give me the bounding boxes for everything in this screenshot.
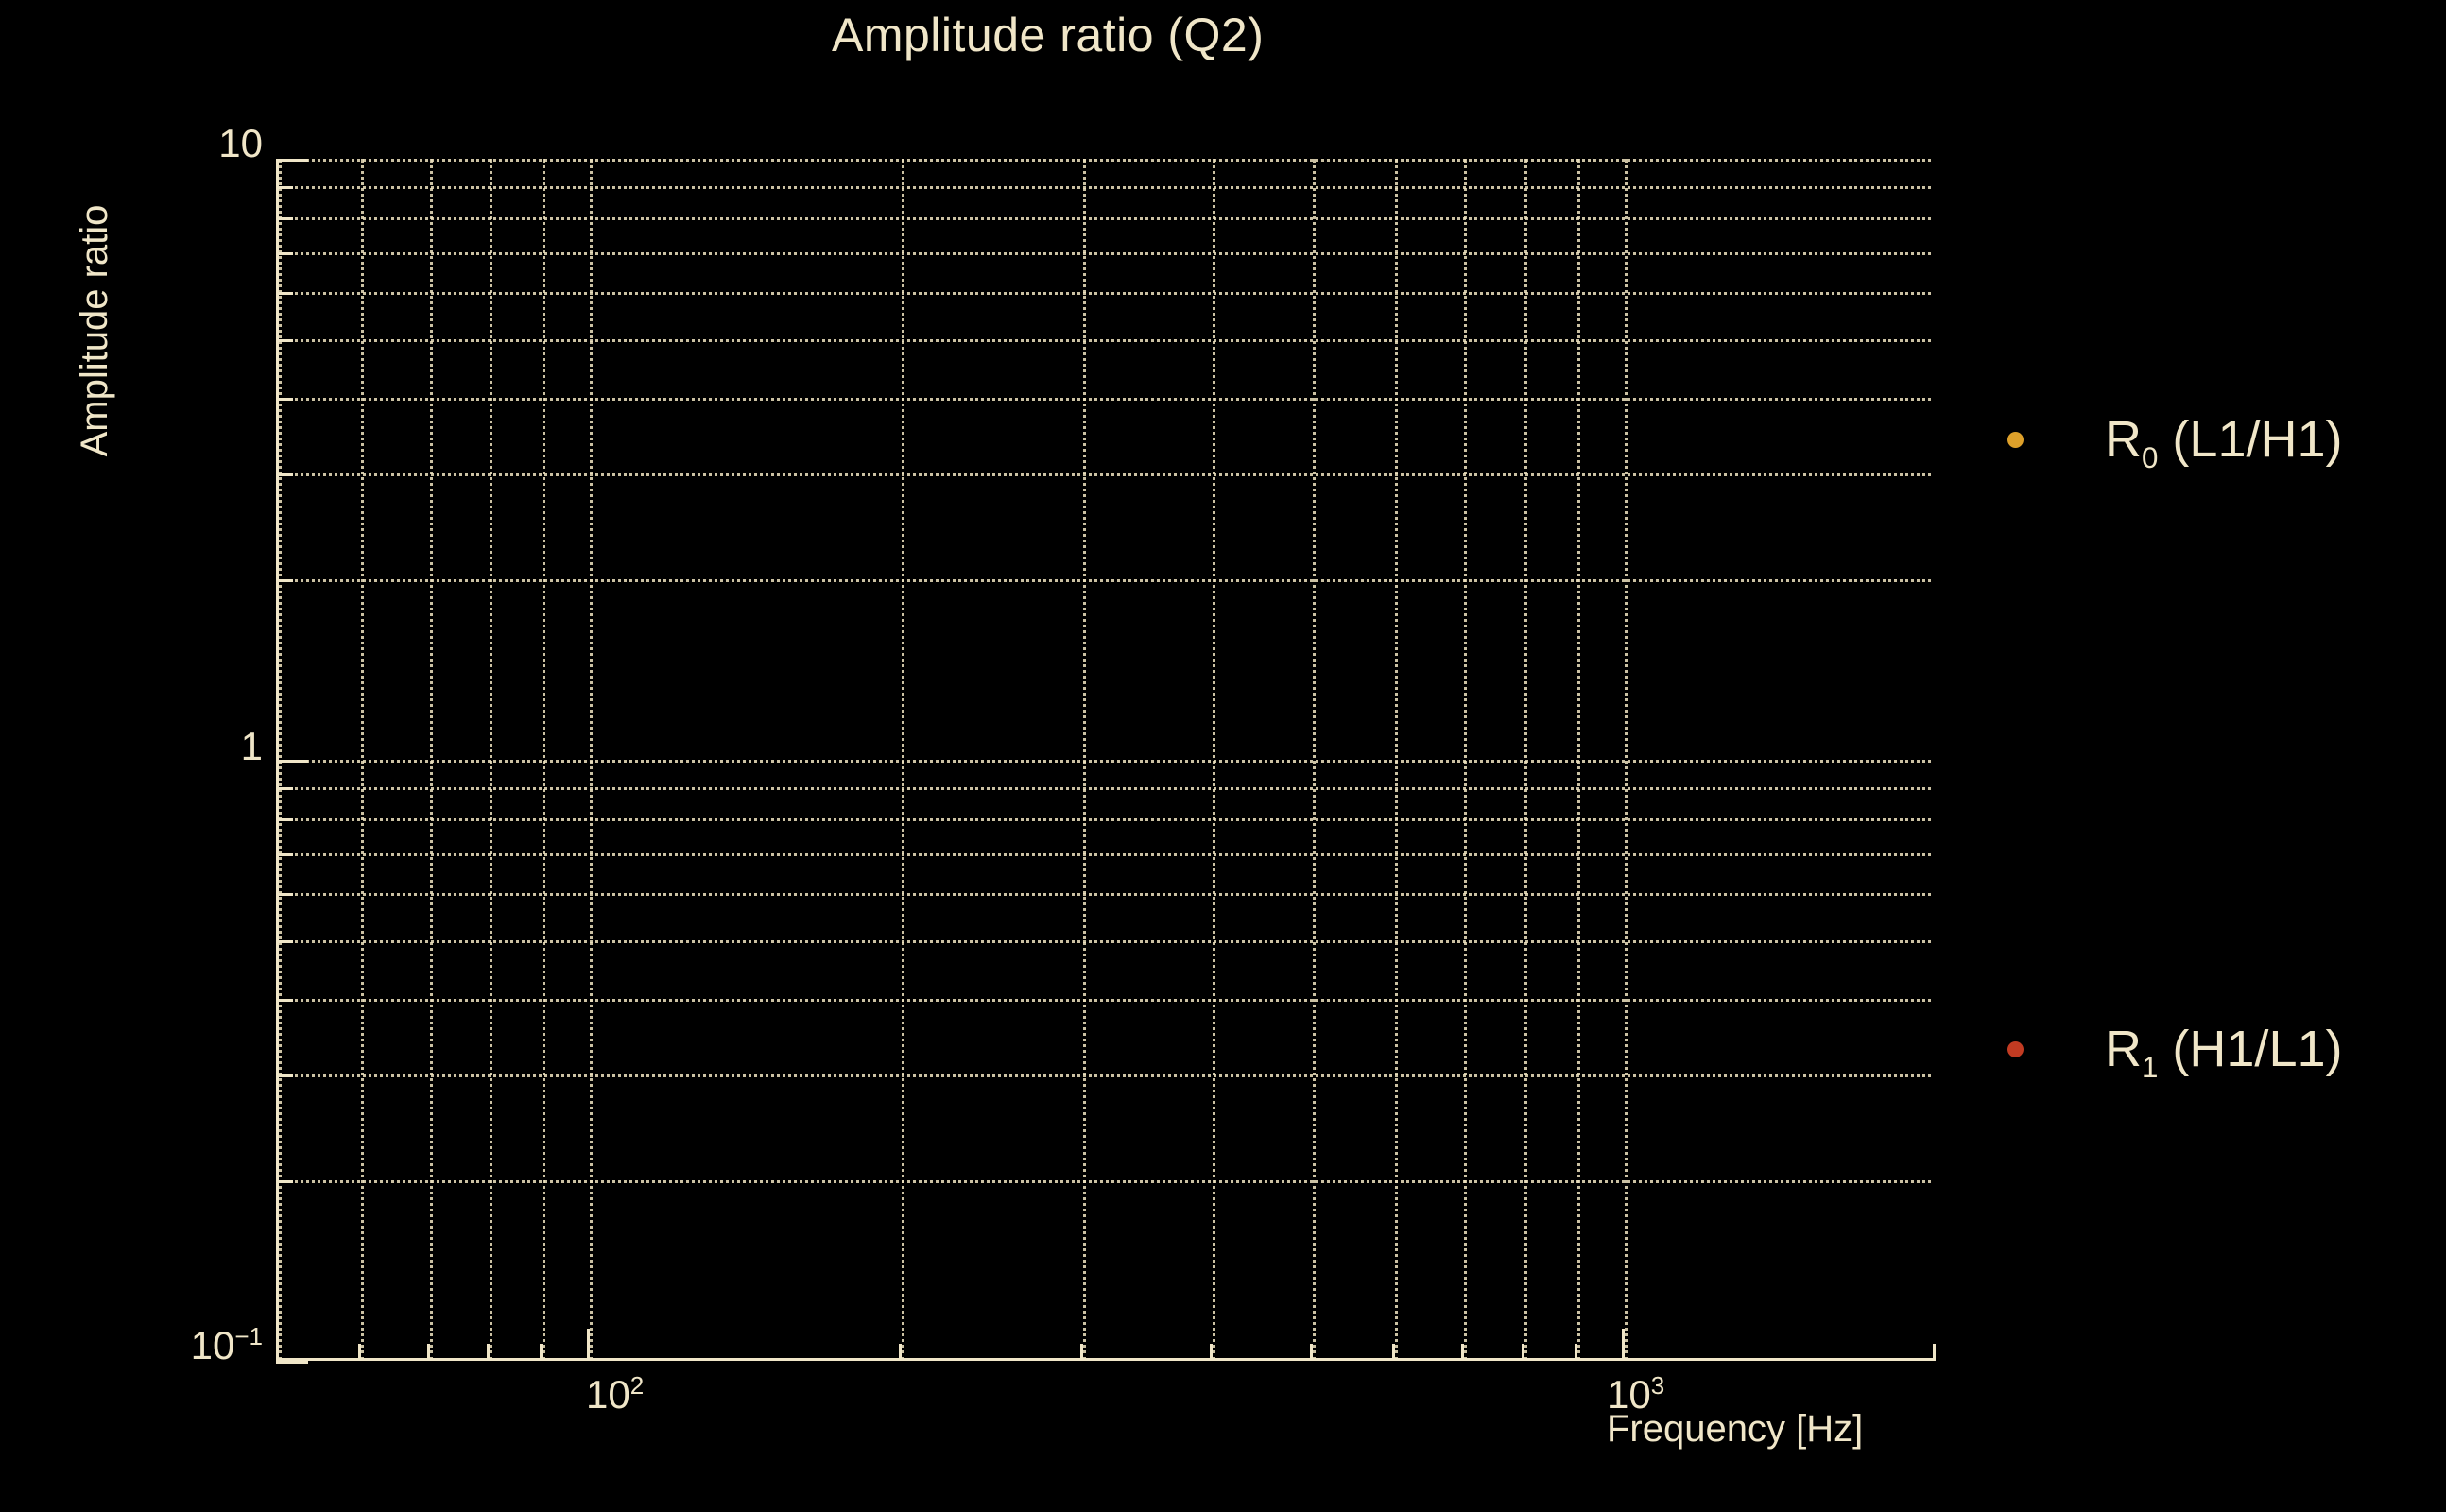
- gridline-horizontal: [279, 760, 1933, 763]
- gridline-vertical: [1576, 159, 1580, 1358]
- x-tick-label-1000: 103: [1607, 1371, 1665, 1417]
- gridline-vertical: [1624, 159, 1628, 1358]
- gridline-horizontal: [279, 159, 1933, 162]
- gridline-vertical: [1524, 159, 1527, 1358]
- y-tick-label-10: 10: [218, 121, 263, 165]
- gridline-horizontal: [279, 216, 1933, 220]
- legend-label-r0: R0 (L1/H1): [2105, 411, 2343, 474]
- gridline-horizontal: [279, 398, 1933, 402]
- x-axis-minor-tick: [1574, 1344, 1577, 1361]
- y-axis-minor-tick: [276, 999, 293, 1003]
- gridline-vertical: [490, 159, 493, 1358]
- gridline-horizontal: [279, 251, 1933, 255]
- gridline-vertical: [901, 159, 904, 1358]
- gridline-vertical: [360, 159, 364, 1358]
- plot-area: [276, 159, 1933, 1361]
- legend-marker-icon-r0: [2007, 431, 2024, 448]
- gridline-horizontal: [279, 339, 1933, 343]
- y-axis-minor-tick: [276, 472, 293, 476]
- gridline-horizontal: [279, 1074, 1933, 1077]
- gridline-vertical: [1394, 159, 1398, 1358]
- gridline-horizontal: [279, 472, 1933, 476]
- gridline-horizontal: [279, 893, 1933, 897]
- y-axis-minor-tick: [276, 1179, 293, 1183]
- gridline-vertical: [279, 159, 282, 1358]
- x-axis-minor-tick: [1521, 1344, 1524, 1361]
- y-axis-minor-tick: [276, 339, 293, 343]
- x-axis-minor-tick: [1310, 1344, 1314, 1361]
- chart-title: Amplitude ratio (Q2): [832, 9, 1265, 61]
- gridline-horizontal: [279, 940, 1933, 944]
- x-axis-minor-tick: [1210, 1344, 1214, 1361]
- legend-entry-r0[interactable]: R0 (L1/H1): [1985, 397, 2343, 482]
- x-axis-major-tick: [587, 1329, 591, 1361]
- y-axis-title: Amplitude ratio: [74, 204, 115, 457]
- y-axis-minor-tick: [276, 787, 293, 791]
- y-axis-minor-tick: [276, 940, 293, 944]
- gridline-vertical: [1213, 159, 1216, 1358]
- x-axis-minor-tick: [357, 1344, 361, 1361]
- y-axis-major-tick: [276, 1361, 308, 1364]
- x-axis-minor-tick: [1080, 1344, 1084, 1361]
- gridline-horizontal: [279, 817, 1933, 821]
- y-axis-minor-tick: [276, 1074, 293, 1077]
- gridline-horizontal: [279, 999, 1933, 1003]
- gridline-vertical: [1464, 159, 1468, 1358]
- legend-label-r1: R1 (H1/L1): [2105, 1021, 2343, 1084]
- gridline-vertical: [1313, 159, 1317, 1358]
- gridline-horizontal: [279, 1179, 1933, 1183]
- y-tick-label-0.1: 10−1: [190, 1322, 263, 1367]
- x-axis-major-tick: [1621, 1329, 1625, 1361]
- gridline-vertical: [429, 159, 433, 1358]
- y-axis-minor-tick: [276, 216, 293, 220]
- x-axis-minor-tick: [1461, 1344, 1465, 1361]
- gridline-vertical: [543, 159, 546, 1358]
- y-axis-minor-tick: [276, 292, 293, 296]
- y-axis-minor-tick: [276, 398, 293, 402]
- y-tick-label-1: 1: [240, 724, 263, 768]
- gridline-horizontal: [279, 186, 1933, 190]
- y-axis-minor-tick: [276, 578, 293, 582]
- gridline-horizontal: [279, 787, 1933, 791]
- y-axis-minor-tick: [276, 893, 293, 897]
- x-axis-minor-tick: [898, 1344, 902, 1361]
- legend-entry-r1[interactable]: R1 (H1/L1): [1985, 1006, 2343, 1091]
- x-axis-minor-tick: [1391, 1344, 1395, 1361]
- gridline-vertical: [1083, 159, 1087, 1358]
- y-axis-major-tick: [276, 159, 308, 162]
- y-axis-major-tick: [276, 760, 308, 763]
- y-axis-minor-tick: [276, 251, 293, 255]
- gridline-horizontal: [279, 852, 1933, 856]
- gridline-horizontal: [279, 292, 1933, 296]
- x-axis-minor-tick: [540, 1344, 543, 1361]
- x-axis-title: Frequency [Hz]: [1607, 1408, 1864, 1450]
- y-axis-minor-tick: [276, 186, 293, 190]
- x-axis-minor-tick: [426, 1344, 430, 1361]
- gridline-horizontal: [279, 578, 1933, 582]
- x-axis-minor-tick: [487, 1344, 491, 1361]
- y-axis-minor-tick: [276, 817, 293, 821]
- x-tick-label-100: 102: [586, 1371, 645, 1417]
- y-axis-minor-tick: [276, 852, 293, 856]
- x-axis-minor-tick: [1933, 1344, 1936, 1361]
- legend-marker-icon-r1: [2007, 1040, 2024, 1057]
- gridline-vertical: [590, 159, 594, 1358]
- x-axis-minor-tick: [276, 1344, 279, 1361]
